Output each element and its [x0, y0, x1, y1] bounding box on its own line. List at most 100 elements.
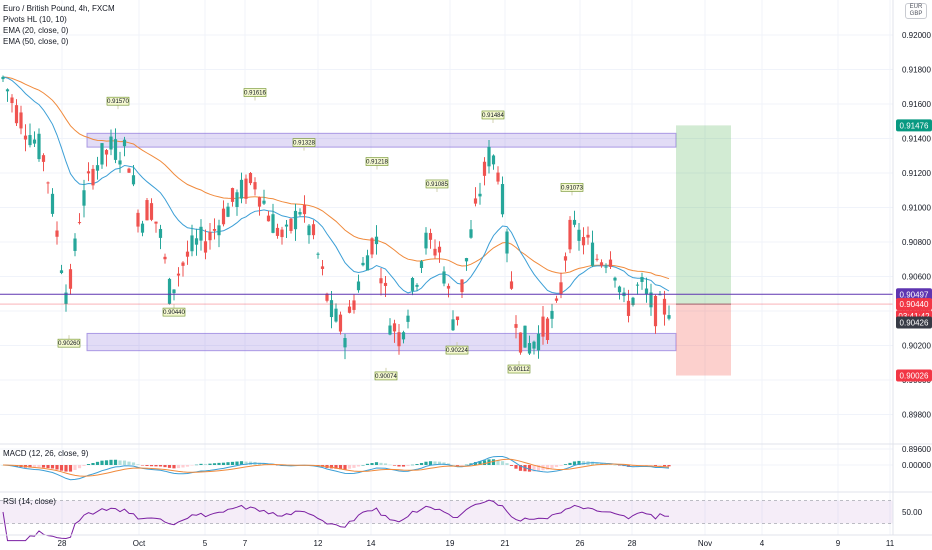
pivot-label: 0.90224	[446, 348, 468, 354]
macd-bar	[370, 463, 374, 465]
signal-line	[2, 458, 670, 477]
macd-bar	[662, 465, 667, 467]
zone-support	[86, 332, 677, 352]
price-axis[interactable]: 0.92000 0.91800 0.91600 0.91400 0.91200 0.910…	[892, 0, 932, 535]
candle-down	[302, 204, 307, 215]
candle-up	[415, 284, 419, 287]
candle-up	[113, 139, 118, 160]
y-tick-label: 0.91800	[902, 66, 931, 75]
pivot-label: 0.90260	[58, 341, 80, 347]
macd-bar	[140, 465, 145, 466]
macd-bar	[338, 465, 343, 470]
pivot-label: 0.91073	[561, 185, 583, 191]
macd-bar	[581, 461, 586, 465]
candle-down	[41, 155, 46, 162]
macd-bar	[617, 465, 622, 466]
macd-bar	[46, 465, 50, 469]
macd-bar	[64, 465, 68, 472]
x-tick-label: 28	[628, 539, 637, 548]
candle-up	[37, 133, 41, 160]
candle-up	[640, 277, 644, 282]
macd-bar	[572, 461, 577, 465]
legend-ema50[interactable]: EMA (50, close, 0)	[3, 37, 69, 46]
candle-down	[662, 298, 667, 315]
candle-down	[266, 215, 271, 222]
macd-bar	[158, 465, 163, 467]
macd-bar	[334, 465, 338, 469]
macd-bar	[77, 465, 82, 469]
candle-down	[55, 230, 59, 237]
candle-up	[122, 139, 127, 147]
legend-rsi[interactable]: RSI (14, close)	[3, 497, 56, 506]
time-axis[interactable]: 28 Oct 5 7 12 14 19 21 26 28 Nov 4 9 11	[0, 534, 932, 548]
candle-down	[370, 238, 374, 255]
macd-bar	[613, 464, 617, 466]
x-tick-label: 26	[576, 539, 585, 548]
candle-up	[239, 179, 244, 199]
pivot-label: 0.91328	[293, 141, 315, 147]
pivot-labels: 0.91570 0.91616 0.91328 0.91218 0.91085 0.914…	[57, 88, 584, 381]
y-tick-label: 0.91200	[902, 169, 931, 178]
candle-down	[482, 161, 487, 176]
macd-bar	[559, 465, 563, 466]
macd-bar	[590, 461, 595, 465]
macd-bar	[37, 465, 41, 468]
x-tick-label: Oct	[133, 539, 146, 548]
macd-bar	[433, 461, 437, 465]
candle-up	[226, 206, 230, 217]
macd-bar	[226, 462, 230, 465]
x-tick-label: 21	[501, 539, 510, 548]
macd-bar	[496, 460, 500, 465]
candle-down	[311, 224, 316, 236]
currency-badge[interactable]: EUR GBP	[905, 3, 927, 19]
candle-down	[163, 256, 167, 260]
macd-bar	[500, 461, 505, 465]
macd-bar	[455, 465, 460, 466]
candle-down	[127, 168, 131, 173]
candle-up	[550, 310, 554, 319]
candle-up	[298, 212, 302, 215]
pivot-label: 0.90440	[163, 310, 185, 316]
pivot-box	[106, 96, 130, 106]
legend-ema20[interactable]: EMA (20, close, 0)	[3, 26, 69, 35]
candle-up	[50, 193, 55, 214]
legend-pivots[interactable]: Pivots HL (10, 10)	[3, 15, 67, 24]
candle-up	[505, 231, 509, 254]
candle-down	[338, 314, 343, 332]
x-tick-label: 5	[203, 539, 208, 548]
candle-up	[95, 165, 100, 171]
candle-up	[307, 225, 311, 236]
candle-down	[433, 248, 437, 256]
candle-up	[262, 200, 266, 204]
candle-up	[613, 277, 617, 281]
macd-bar	[446, 463, 451, 465]
macd-bar	[167, 465, 172, 468]
candle-down	[509, 281, 514, 289]
candle-up	[5, 89, 10, 92]
rsi-band	[0, 500, 893, 524]
candle-down	[383, 282, 388, 286]
candle-down	[626, 300, 631, 316]
macd-bar	[464, 464, 469, 466]
long-position-tool[interactable]	[676, 125, 731, 376]
candle-up	[140, 223, 145, 233]
legend-macd[interactable]: MACD (12, 26, close, 9)	[3, 449, 89, 458]
macd-bar	[68, 465, 73, 472]
pivot-box	[445, 345, 469, 355]
candle-down	[653, 295, 658, 327]
candle-up	[109, 136, 113, 150]
pivot-box	[507, 364, 531, 374]
macd-bar	[163, 465, 167, 468]
y-tick-label: 0.92000	[902, 31, 931, 40]
legend-symbol[interactable]: Euro / British Pound, 4h, FXCM	[3, 4, 115, 13]
candle-up	[334, 308, 338, 322]
candle-down	[176, 273, 181, 276]
ema20-path	[2, 76, 670, 294]
macd-bar	[235, 461, 239, 465]
macd-bar	[653, 465, 658, 467]
macd-bar	[113, 459, 118, 465]
candle-down	[253, 182, 257, 190]
rsi-line	[2, 499, 670, 542]
candle-down	[203, 241, 208, 253]
